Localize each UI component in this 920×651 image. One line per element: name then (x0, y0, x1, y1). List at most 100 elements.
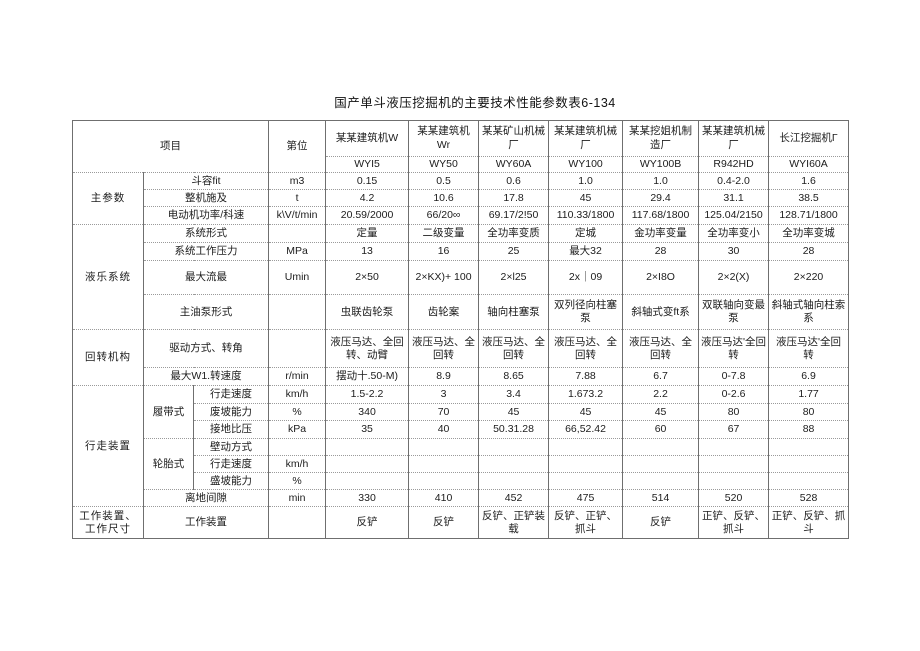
value-cell: 0.4-2.0 (698, 172, 770, 191)
unit-cell (268, 294, 327, 331)
param-label: 系统工作压力 (142, 242, 270, 262)
model-header: WYI60A (768, 155, 850, 174)
manufacturer-header: 某某建筑机W (325, 120, 410, 157)
table-row: 盛坡能力 % (73, 472, 850, 491)
value-cell: 514 (622, 489, 700, 508)
value-cell (325, 455, 410, 474)
value-cell: 1.77 (768, 385, 850, 405)
model-header: WY100B (622, 155, 700, 174)
subsection-label-tire: 轮胎式 (143, 438, 194, 491)
header-row-manufacturers: 项目 第位 某某建筑机W 某某建筑机 Wr 某某矿山机械厂 某某建筑机械厂 某某… (71, 119, 850, 174)
value-cell (548, 472, 624, 491)
value-cell: 45 (622, 403, 700, 422)
unit-cell: km/h (268, 455, 327, 474)
value-cell: 反铲、正铲装载 (478, 506, 550, 540)
value-cell: 66/20∞ (408, 206, 480, 226)
value-cell: 二级变量 (408, 224, 480, 244)
unit-cell: % (268, 403, 327, 422)
unit-cell (268, 506, 327, 540)
section-label-hydraulic: 液乐系统 (72, 224, 144, 331)
value-cell: 0-7.8 (698, 367, 770, 387)
param-label: 主油泵形式 (142, 294, 270, 331)
value-cell: 117.68/1800 (622, 206, 700, 226)
value-cell: 液压马达、全回转 (548, 329, 624, 369)
unit-cell (268, 224, 327, 244)
table-row: 回转机构 驱动方式、转角 液压马达、全回转、动臂 液压马达、全回转 液压马达、全… (72, 329, 850, 387)
value-cell: 13 (325, 242, 410, 262)
value-cell: 110.33/1800 (548, 206, 624, 226)
value-cell: 7.88 (548, 367, 624, 387)
value-cell (548, 438, 624, 457)
table-row: 行走速度 km/h (73, 455, 850, 474)
value-cell: 最大32 (548, 242, 624, 262)
model-header: WY50 (408, 155, 480, 174)
value-cell: 反铲 (622, 506, 700, 540)
value-cell: 双列径向柱塞泵 (548, 294, 624, 331)
value-cell: 0-2.6 (698, 385, 770, 405)
table-row: 最大W1.转速度 r/min 摆动十.50-M) 8.9 8.65 7.88 6… (73, 367, 850, 387)
value-cell: 16 (408, 242, 480, 262)
table-row: 行走装置 履带式 行走速度 km/h 1.5-2.2 3 3.4 1.673.2… (72, 385, 850, 508)
value-cell (698, 455, 770, 474)
value-cell (408, 455, 480, 474)
value-cell: 28 (622, 242, 700, 262)
value-cell: 3.4 (478, 385, 550, 405)
value-cell: 定城 (548, 224, 624, 244)
table-row: 工作装置、工作尺寸 工作装置 反铲 反铲 反铲、正铲装载 反铲、正铲、抓斗 反铲… (72, 506, 850, 540)
value-cell (768, 472, 850, 491)
value-cell (622, 455, 700, 474)
value-cell: 35 (325, 420, 410, 440)
value-cell: 6.9 (768, 367, 850, 387)
value-cell: 80 (768, 403, 850, 422)
unit-cell: MPa (268, 242, 327, 262)
value-cell: 8.65 (478, 367, 550, 387)
unit-cell: r/min (268, 367, 327, 387)
manufacturer-header: 某某建筑机械厂 (698, 120, 770, 157)
unit-cell: kPa (268, 420, 327, 440)
page-title: 国产单斗液压挖掘机的主要技术性能参数表6-134 (334, 96, 616, 110)
value-cell (622, 438, 700, 457)
param-label: 系统形式 (142, 224, 270, 244)
value-cell: 1.673.2 (548, 385, 624, 405)
param-label: 最大流最 (142, 260, 270, 296)
value-cell: 475 (548, 489, 624, 508)
unit-cell: m3 (268, 172, 327, 191)
param-label: 壁动方式 (192, 438, 270, 457)
table-row: 电动机功率/科速 k\V/t/min 20.59/2000 66/20∞ 69.… (73, 206, 850, 226)
item-header-cell: 项目 (71, 119, 270, 174)
table-row: 废坡能力 % 340 70 45 45 45 80 80 (73, 403, 850, 422)
value-cell: 0.6 (478, 172, 550, 191)
table-row: 系统工作压力 MPa 13 16 25 最大32 28 30 28 (73, 242, 850, 262)
value-cell: 液压马达、全回转 (478, 329, 550, 369)
table-row: 离地间隙 min 330 410 452 475 514 520 528 (73, 489, 850, 508)
value-cell: 2×50 (325, 260, 410, 296)
value-cell: 正铲、反铲、抓斗 (768, 506, 850, 540)
param-label: 电动机功率/科速 (142, 206, 270, 226)
value-cell: 齿轮案 (408, 294, 480, 331)
value-cell: 金功率变量 (622, 224, 700, 244)
unit-cell (268, 329, 327, 369)
value-cell: 31.1 (698, 189, 770, 208)
value-cell: 128.71/1800 (768, 206, 850, 226)
value-cell: 1.5-2.2 (325, 385, 410, 405)
model-header: WY100 (548, 155, 624, 174)
value-cell (478, 472, 550, 491)
value-cell: 67 (698, 420, 770, 440)
value-cell: 0.5 (408, 172, 480, 191)
param-label: 盛坡能力 (192, 472, 270, 491)
value-cell: 66,52.42 (548, 420, 624, 440)
value-cell: 全功率变小 (698, 224, 770, 244)
value-cell: 528 (768, 489, 850, 508)
value-cell: 液压马达'全回转 (768, 329, 850, 369)
value-cell: 45 (478, 403, 550, 422)
value-cell: 2×2(X) (698, 260, 770, 296)
value-cell: 0.15 (325, 172, 410, 191)
value-cell: 80 (698, 403, 770, 422)
value-cell (325, 438, 410, 457)
value-cell (478, 455, 550, 474)
value-cell: 轴向柱塞泵 (478, 294, 550, 331)
value-cell: 1.6 (768, 172, 850, 191)
value-cell: 1.0 (548, 172, 624, 191)
value-cell (768, 455, 850, 474)
